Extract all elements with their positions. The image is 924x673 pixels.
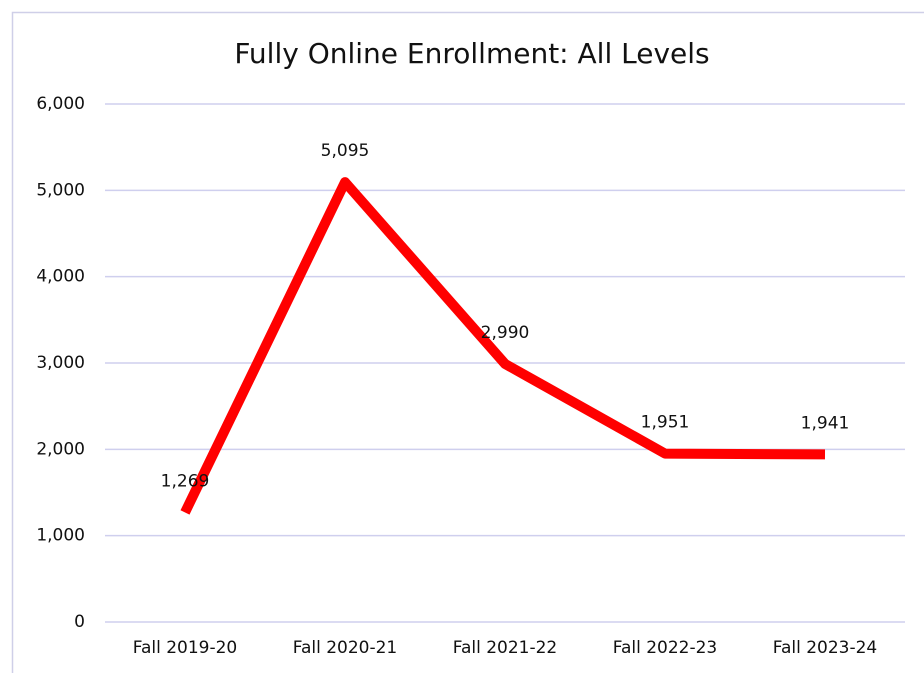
- x-tick-label: Fall 2022-23: [613, 638, 718, 658]
- y-tick-label: 3,000: [36, 353, 85, 373]
- data-label: 1,951: [641, 413, 690, 433]
- y-tick-label: 4,000: [36, 267, 85, 287]
- x-tick-label: Fall 2021-22: [453, 638, 558, 658]
- chart-title: Fully Online Enrollment: All Levels: [234, 37, 709, 70]
- x-tick-label: Fall 2023-24: [773, 638, 878, 658]
- y-tick-label: 5,000: [36, 180, 85, 200]
- data-label: 2,990: [481, 323, 530, 343]
- data-label: 1,269: [161, 471, 210, 491]
- data-label: 5,095: [321, 141, 370, 161]
- y-tick-label: 1,000: [36, 526, 85, 546]
- x-tick-label: Fall 2020-21: [293, 638, 398, 658]
- x-tick-label: Fall 2019-20: [133, 638, 238, 658]
- y-tick-label: 0: [74, 612, 85, 632]
- y-tick-label: 6,000: [36, 94, 85, 114]
- line: [180, 177, 826, 515]
- chart-border: [11, 11, 924, 673]
- data-label: 1,941: [801, 413, 850, 433]
- y-tick-label: 2,000: [36, 439, 85, 459]
